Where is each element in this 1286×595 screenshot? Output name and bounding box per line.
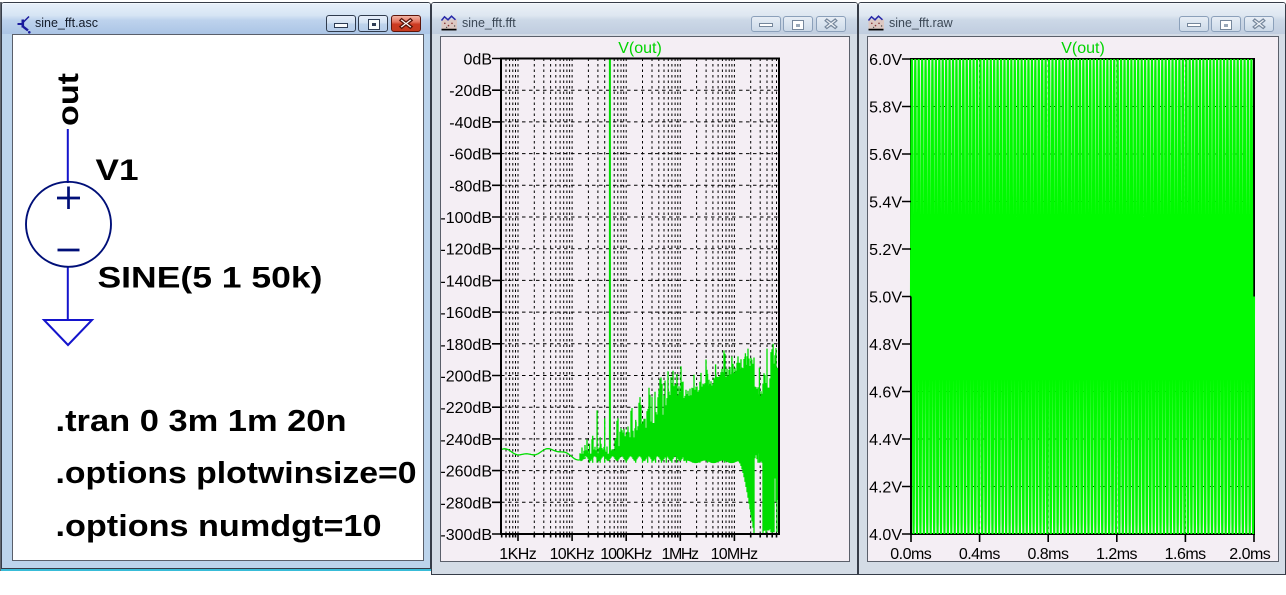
svg-text:4.4V: 4.4V <box>869 432 902 449</box>
svg-text:10KHz: 10KHz <box>550 546 595 563</box>
svg-text:5.8V: 5.8V <box>869 100 902 117</box>
svg-text:4.6V: 4.6V <box>869 385 902 402</box>
svg-text:-120dB: -120dB <box>441 242 492 259</box>
svg-text:-60dB: -60dB <box>449 147 492 164</box>
svg-text:4.8V: 4.8V <box>869 337 902 354</box>
svg-text:2.0ms: 2.0ms <box>1229 546 1271 563</box>
svg-text:-220dB: -220dB <box>441 400 492 417</box>
svg-text:.tran 0 3m 1m 20n: .tran 0 3m 1m 20n <box>56 404 347 438</box>
svg-text:-200dB: -200dB <box>441 369 492 386</box>
svg-text:1.6ms: 1.6ms <box>1165 546 1207 563</box>
svg-text:4.0V: 4.0V <box>869 527 902 544</box>
svg-text:0.4ms: 0.4ms <box>959 546 1001 563</box>
svg-text:-80dB: -80dB <box>449 178 492 195</box>
svg-text:V(out): V(out) <box>618 40 662 57</box>
svg-text:V1: V1 <box>96 154 139 187</box>
svg-text:.options numdgt=10: .options numdgt=10 <box>56 509 382 543</box>
svg-text:5.2V: 5.2V <box>869 242 902 259</box>
svg-text:1MHz: 1MHz <box>662 546 700 563</box>
svg-text:out: out <box>52 73 85 126</box>
svg-text:-180dB: -180dB <box>441 337 492 354</box>
svg-text:4.2V: 4.2V <box>869 480 902 497</box>
svg-text:0.0ms: 0.0ms <box>890 546 932 563</box>
svg-text:-260dB: -260dB <box>441 464 492 481</box>
svg-text:1.2ms: 1.2ms <box>1096 546 1138 563</box>
svg-text:10MHz: 10MHz <box>711 546 759 563</box>
svg-text:-140dB: -140dB <box>441 273 492 290</box>
svg-text:-240dB: -240dB <box>441 432 492 449</box>
svg-text:6.0V: 6.0V <box>869 52 902 69</box>
svg-text:5.0V: 5.0V <box>869 290 902 307</box>
svg-text:-100dB: -100dB <box>441 210 492 227</box>
svg-text:.options plotwinsize=0: .options plotwinsize=0 <box>56 456 417 490</box>
svg-text:V(out): V(out) <box>1061 40 1105 57</box>
svg-text:0.8ms: 0.8ms <box>1027 546 1069 563</box>
svg-text:-20dB: -20dB <box>449 83 492 100</box>
svg-text:-40dB: -40dB <box>449 115 492 132</box>
svg-text:5.4V: 5.4V <box>869 195 902 212</box>
svg-text:0dB: 0dB <box>464 52 492 69</box>
svg-text:100KHz: 100KHz <box>600 546 652 563</box>
svg-text:5.6V: 5.6V <box>869 147 902 164</box>
svg-text:-280dB: -280dB <box>441 495 492 512</box>
svg-text:SINE(5 1 50k): SINE(5 1 50k) <box>98 262 323 295</box>
svg-text:-300dB: -300dB <box>441 527 492 544</box>
svg-text:1KHz: 1KHz <box>499 546 537 563</box>
svg-text:-160dB: -160dB <box>441 305 492 322</box>
